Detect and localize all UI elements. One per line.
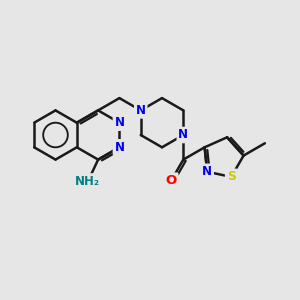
Text: N: N xyxy=(114,141,124,154)
Text: NH₂: NH₂ xyxy=(75,175,100,188)
Text: N: N xyxy=(114,116,124,129)
Text: N: N xyxy=(178,128,188,142)
Text: N: N xyxy=(136,104,146,117)
Text: N: N xyxy=(202,165,212,178)
Text: S: S xyxy=(227,170,236,183)
Text: O: O xyxy=(165,174,177,188)
